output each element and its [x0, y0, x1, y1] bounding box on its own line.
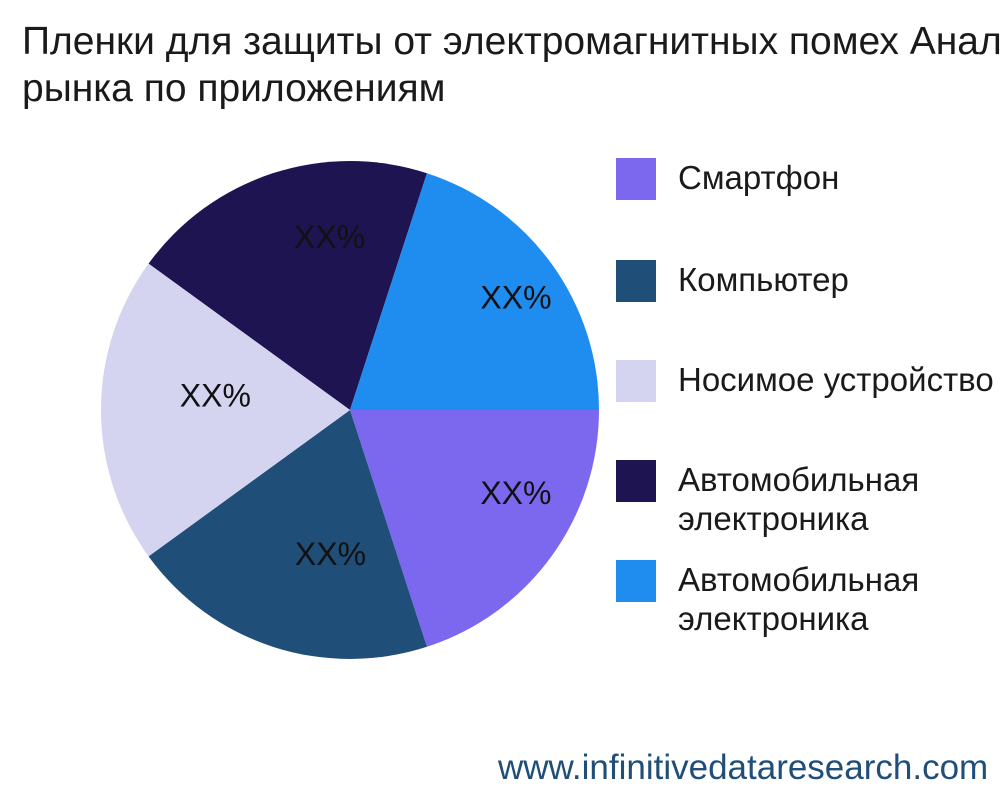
svg-text:XX%: XX%	[180, 378, 251, 414]
svg-text:XX%: XX%	[295, 536, 366, 572]
svg-text:XX%: XX%	[480, 279, 551, 315]
svg-text:XX%: XX%	[294, 219, 365, 255]
svg-text:XX%: XX%	[480, 475, 551, 511]
